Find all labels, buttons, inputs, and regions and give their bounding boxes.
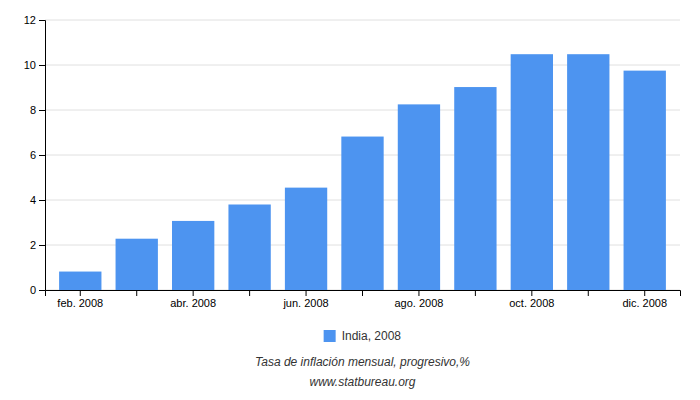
y-axis-line [39, 21, 46, 291]
bar [511, 54, 553, 290]
legend-item: India, 2008 [324, 329, 402, 343]
y-tick-mark [39, 20, 45, 21]
bar [285, 188, 327, 290]
legend: India, 2008 [324, 329, 402, 343]
x-axis: feb. 2008 abr. 2008 jun. 2008 ago. 2008 oct.… [46, 290, 681, 309]
y-tick-mark [39, 245, 45, 246]
y-tick-mark [39, 290, 45, 291]
x-tick: dic. 2008 [622, 290, 667, 309]
y-tick: 4 [30, 194, 45, 206]
y-tick: 8 [30, 104, 45, 116]
bar [624, 71, 666, 290]
x-tick: feb. 2008 [57, 290, 103, 309]
x-tick-mark [588, 290, 589, 296]
x-tick-mark [136, 290, 137, 296]
x-tick-mark [418, 290, 419, 296]
x-tick-mark [306, 290, 307, 296]
y-tick: 0 [30, 284, 45, 296]
x-tick-mark [644, 290, 645, 296]
x-tick-mark [531, 290, 532, 296]
bar [172, 221, 214, 290]
x-axis-line [46, 291, 681, 297]
x-tick-mark [475, 290, 476, 296]
y-tick-label: 12 [24, 14, 36, 26]
chart: feb. 2008 abr. 2008 jun. 2008 ago. 2008 oct.… [0, 0, 700, 400]
y-tick-label: 4 [30, 194, 36, 206]
x-tick-label: feb. 2008 [57, 297, 103, 309]
x-tick [136, 290, 137, 296]
y-tick-label: 6 [30, 149, 36, 161]
y-tick-label: 2 [30, 239, 36, 251]
x-tick: ago. 2008 [394, 290, 443, 309]
x-tick-mark [362, 290, 363, 296]
bar [567, 54, 609, 290]
annotation: www.statbureau.org [309, 375, 415, 389]
legend-swatch [324, 330, 336, 342]
y-tick-label: 0 [30, 284, 36, 296]
x-tick: abr. 2008 [170, 290, 216, 309]
grid [45, 20, 680, 290]
bar [341, 137, 383, 290]
x-tick-label: ago. 2008 [394, 297, 443, 309]
x-tick-mark [193, 290, 194, 296]
x-tick-label: dic. 2008 [622, 297, 667, 309]
plot: feb. 2008 abr. 2008 jun. 2008 ago. 2008 oct.… [24, 14, 681, 309]
y-tick-mark [39, 200, 45, 201]
x-tick-label: abr. 2008 [170, 297, 216, 309]
y-tick: 2 [30, 239, 45, 251]
y-tick-label: 8 [30, 104, 36, 116]
x-tick [362, 290, 363, 296]
bar [116, 239, 158, 290]
x-tick-label: jun. 2008 [282, 297, 328, 309]
legend-label: India, 2008 [342, 329, 402, 343]
x-tick-mark [249, 290, 250, 296]
marks [59, 54, 666, 290]
y-tick-mark [39, 65, 45, 66]
y-tick: 12 [24, 14, 45, 26]
bar [398, 104, 440, 290]
x-tick: oct. 2008 [509, 290, 554, 309]
x-tick: jun. 2008 [282, 290, 328, 309]
bar [59, 272, 101, 290]
y-axis: 0 2 4 6 8 10 12 [24, 14, 46, 296]
y-tick: 10 [24, 59, 45, 71]
x-tick-label: oct. 2008 [509, 297, 554, 309]
y-tick-label: 10 [24, 59, 36, 71]
x-tick [249, 290, 250, 296]
y-tick-mark [39, 110, 45, 111]
bar [454, 87, 496, 290]
bar [228, 205, 270, 291]
x-axis-title: Tasa de inflación mensual, progresivo,% [255, 355, 470, 369]
x-tick [475, 290, 476, 296]
grid-line [45, 20, 680, 21]
y-tick: 6 [30, 149, 45, 161]
x-tick [588, 290, 589, 296]
x-tick-mark [80, 290, 81, 296]
y-tick-mark [39, 155, 45, 156]
